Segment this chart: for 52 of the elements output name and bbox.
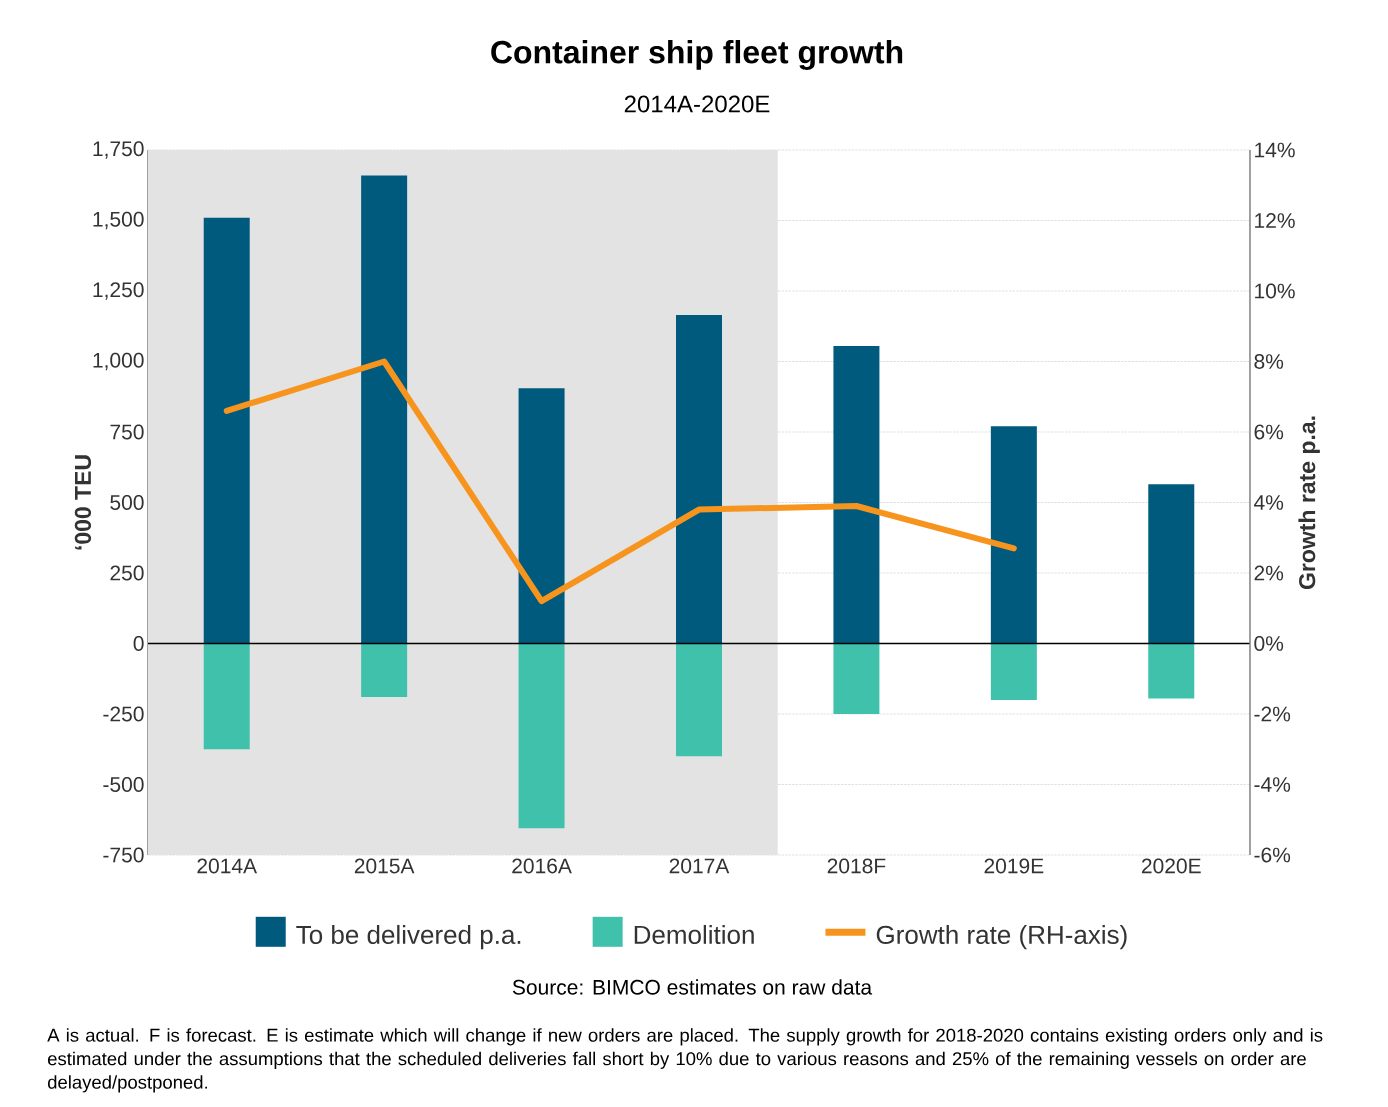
y-tick-label: -250 [103,706,144,722]
bar [990,643,1037,700]
x-tick-label: 2020E [1141,858,1201,874]
y-tick-label: 750 [110,424,144,440]
bar [1148,643,1195,699]
bar [203,643,250,750]
y2-tick-label: 10% [1255,283,1295,299]
bar [1148,484,1195,644]
y2-tick-label: 12% [1255,213,1295,228]
y2-tick-label: 6% [1254,424,1284,440]
legend-label: Growth rate (RH-axis) [876,924,1127,950]
y2-tick-label: -2% [1254,706,1291,722]
bar [361,175,408,644]
x-tick-label: 2017A [669,858,730,874]
bar [518,643,565,829]
bar [833,643,880,714]
x-tick-label: 2015A [354,858,415,874]
bar [676,314,722,644]
y2-tick-label: -4% [1254,777,1291,792]
y-tick-label: 1,500 [93,211,144,230]
y-tick-label: 1,000 [93,352,144,371]
bar [990,426,1037,644]
y2-tick-label: 14% [1255,142,1295,158]
x-tick-label: 2016A [512,858,572,874]
chart-title: Container ship fleet growth [491,40,903,70]
x-tick-label: 2014A [197,858,258,874]
y2-tick-label: 2% [1254,565,1284,581]
text: A is actual. F is forecast. E is estimate which will change if new orders are placed. The supply growth for 2018-2020 contains existing orders only and is estimated under the assumptions that the scheduled deliveries fall short by 10% due to various reasons and 25% of the remaining vessels on order are delayed/postponed. [47,1028,1323,1093]
legend-label: Demolition [634,924,754,945]
y2-tick-label: -6% [1254,847,1291,863]
legend-label: To be delivered p.a. [296,924,521,950]
y2-axis-title: Growth rate p.a. [1298,416,1320,590]
y-tick-label: 0 [133,636,144,651]
bar [203,217,250,644]
y-tick-label: -750 [103,847,144,863]
y-axis-title: ‘000 TEU [74,455,92,550]
chart-subtitle: 2014A-2020E [624,95,770,113]
y-tick-label: 500 [110,495,144,510]
x-tick-label: 2019E [984,858,1044,874]
y-tick-label: 250 [110,565,144,581]
y-tick-label: 1,250 [93,282,144,300]
y-tick-label: 1,750 [93,141,144,159]
bar [676,643,722,757]
y2-tick-label: 8% [1254,354,1284,369]
bar [833,345,880,644]
y-tick-label: -500 [103,777,144,792]
source-note: Source: BIMCO estimates on raw data [512,979,873,995]
bar [518,388,565,644]
y2-tick-label: 4% [1254,495,1284,510]
x-tick-label: 2018F [827,858,886,874]
y2-tick-label: 0% [1254,636,1284,651]
bar [361,643,408,698]
